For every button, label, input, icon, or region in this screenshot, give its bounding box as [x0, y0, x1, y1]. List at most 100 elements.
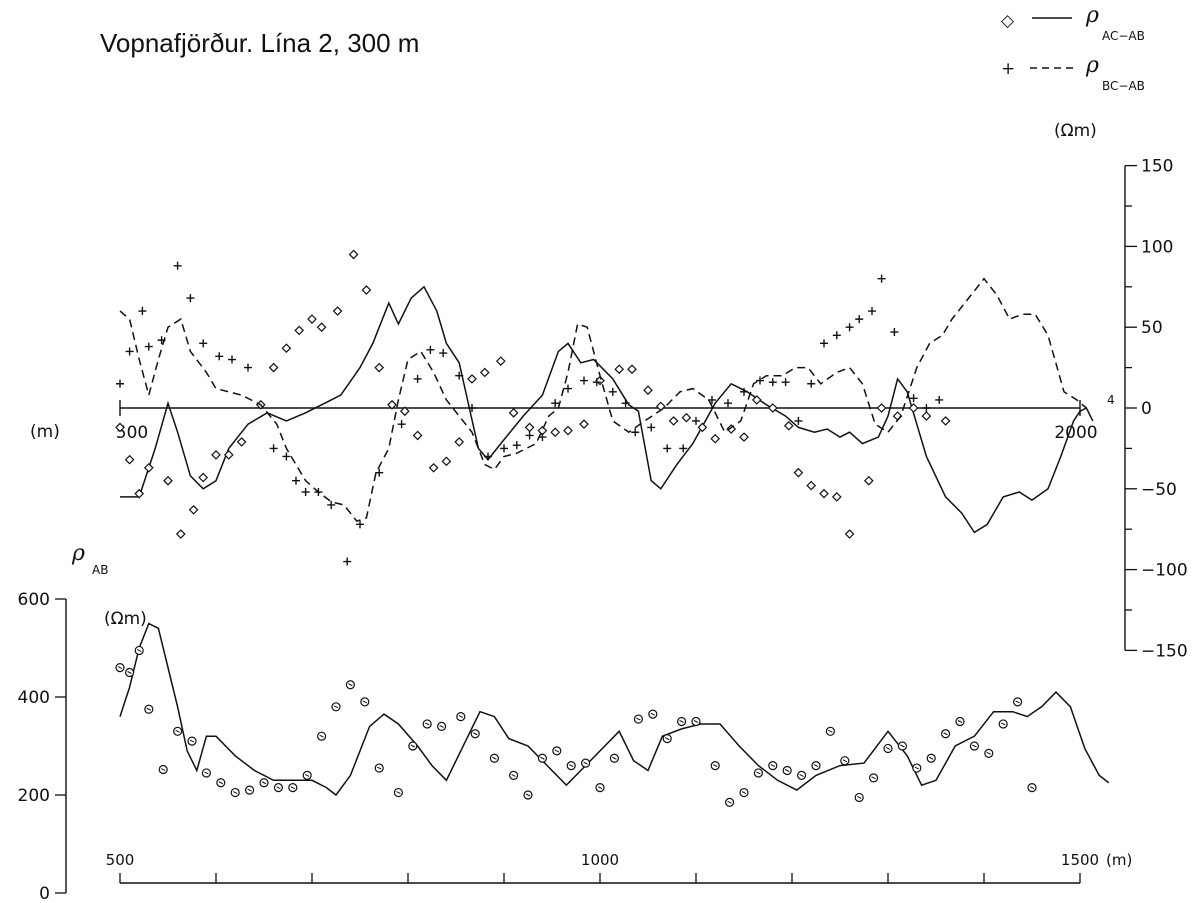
top-end-marker: 4	[1107, 393, 1115, 407]
top-x-unit-label: (m)	[30, 422, 60, 442]
data-point-rho-ab-dot	[511, 773, 516, 777]
data-point-bc-ab	[935, 395, 944, 404]
data-point-ac-ab	[697, 422, 708, 433]
data-point-bc-ab	[426, 345, 435, 354]
data-point-rho-ab-dot	[396, 791, 401, 794]
data-point-rho-ab-dot	[597, 786, 603, 790]
data-point-rho-ab-dot	[175, 729, 180, 733]
data-point-bc-ab	[468, 404, 476, 412]
top-y-tick-label: 50	[1141, 318, 1163, 338]
data-point-rho-ab-dot	[1029, 786, 1035, 790]
data-point-rho-ab-dot	[554, 749, 560, 753]
data-point-ac-ab	[921, 411, 932, 421]
data-point-bc-ab	[215, 352, 224, 361]
data-point-bc-ab	[631, 428, 640, 437]
data-point-bc-ab	[269, 444, 278, 453]
data-point-bc-ab	[439, 349, 448, 358]
data-point-bc-ab	[564, 384, 572, 393]
legend-marker-diamond: ◇	[1001, 11, 1015, 31]
bottom-y-tick-label: 0	[39, 884, 50, 903]
data-point-ac-ab	[454, 437, 465, 447]
legend-item-bc-ab: + ρ BC−AB	[1001, 53, 1145, 93]
data-point-bc-ab	[413, 374, 422, 383]
data-point-rho-ab-dot	[424, 722, 430, 726]
data-point-ac-ab	[579, 419, 589, 430]
data-point-rho-ab-dot	[319, 734, 324, 738]
data-point-bc-ab	[580, 376, 588, 385]
data-point-ac-ab	[374, 362, 385, 373]
top-unit-label: (Ωm)	[1054, 121, 1097, 141]
data-point-ac-ab	[524, 422, 535, 433]
bottom-x-tick-label: 1500	[1061, 851, 1099, 869]
data-point-ac-ab	[767, 403, 778, 413]
data-point-ac-ab	[175, 529, 186, 539]
data-point-ac-ab	[563, 425, 573, 436]
data-point-rho-ab-dot	[928, 756, 934, 760]
data-point-rho-ab-dot	[741, 791, 747, 794]
data-point-ac-ab	[550, 427, 561, 438]
data-point-bc-ab	[756, 376, 764, 385]
data-point-bc-ab	[138, 307, 147, 316]
data-point-ac-ab	[495, 356, 506, 366]
data-point-bc-ab	[832, 331, 841, 340]
data-point-rho-ab-dot	[117, 666, 123, 670]
data-point-bc-ab	[228, 355, 236, 364]
data-point-rho-ab-dot	[900, 744, 905, 748]
data-point-ac-ab	[412, 430, 423, 441]
data-point-bc-ab	[314, 488, 323, 497]
data-point-ac-ab	[681, 412, 692, 423]
top-y-tick-label: 0	[1141, 399, 1152, 419]
data-point-ac-ab	[281, 343, 292, 354]
data-point-bc-ab	[820, 339, 828, 348]
data-point-rho-ab-dot	[813, 764, 819, 768]
data-point-rho-ab-dot	[679, 720, 684, 723]
data-point-ac-ab	[783, 420, 794, 431]
data-point-ac-ab	[348, 249, 359, 260]
data-point-ac-ab	[223, 450, 234, 460]
data-point-rho-ab-dot	[348, 683, 353, 687]
data-point-ac-ab	[655, 401, 666, 412]
data-point-rho-ab-dot	[290, 786, 296, 790]
data-point-bc-ab	[845, 323, 854, 332]
data-point-ac-ab	[428, 462, 439, 473]
data-point-rho-ab-dot	[828, 729, 833, 733]
data-point-bc-ab	[375, 468, 384, 477]
data-point-ac-ab	[751, 395, 762, 405]
data-point-ac-ab	[479, 367, 490, 378]
data-point-bc-ab	[292, 476, 300, 485]
data-point-bc-ab	[708, 395, 716, 404]
data-point-bc-ab	[692, 416, 700, 425]
data-point-rho-ab-dot	[439, 724, 444, 728]
data-point-bc-ab	[647, 423, 656, 432]
data-point-rho-ab-dot	[583, 761, 588, 765]
data-point-bc-ab	[199, 339, 208, 348]
bottom-y-tick-label: 400	[18, 688, 50, 708]
data-point-ac-ab	[668, 416, 679, 426]
data-point-rho-ab-dot	[492, 756, 497, 760]
data-point-bc-ab	[855, 315, 864, 324]
legend-marker-plus: +	[1001, 59, 1015, 79]
data-point-rho-ab-dot	[1015, 700, 1020, 704]
data-point-rho-ab-dot	[885, 747, 891, 750]
data-point-bc-ab	[282, 452, 291, 461]
data-point-rho-ab-dot	[636, 717, 641, 721]
data-point-rho-ab-dot	[972, 744, 977, 748]
bottom-rho-symbol: ρ	[71, 541, 85, 566]
data-point-ac-ab	[387, 399, 397, 410]
data-point-rho-ab-dot	[136, 649, 142, 652]
data-point-ac-ab	[940, 416, 951, 426]
bottom-axes: 600 400 200 0 500 1000 1500 (m)	[18, 590, 1133, 903]
top-chart-marks	[115, 249, 1094, 566]
data-point-rho-ab-dot	[664, 737, 670, 741]
data-point-ac-ab	[819, 488, 829, 499]
data-point-ac-ab	[627, 364, 637, 375]
data-point-ac-ab	[163, 475, 173, 486]
data-point-bc-ab	[173, 261, 182, 270]
data-point-ac-ab	[441, 456, 452, 467]
legend-sub-bc-ab: BC−AB	[1102, 79, 1145, 93]
data-point-rho-ab-dot	[770, 764, 776, 768]
data-point-bc-ab	[144, 342, 153, 351]
data-point-bc-ab	[724, 399, 732, 408]
data-point-bc-ab	[868, 307, 876, 316]
data-point-ac-ab	[844, 529, 855, 539]
